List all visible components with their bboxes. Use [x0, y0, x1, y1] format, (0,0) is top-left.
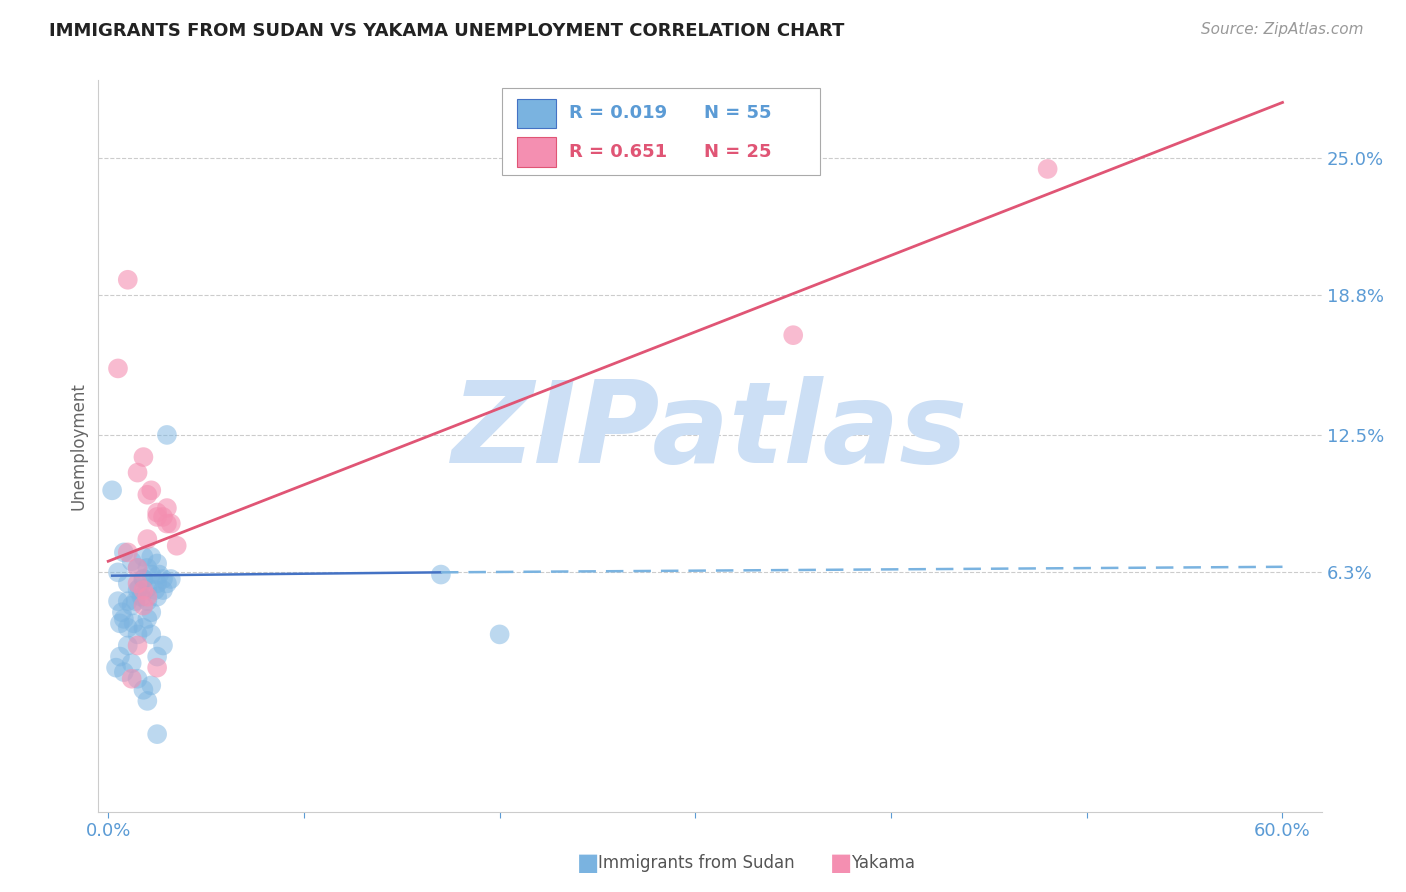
- Point: [1036, 161, 1059, 176]
- Point: [132, 572, 155, 586]
- Point: [136, 612, 159, 626]
- Point: [146, 576, 169, 591]
- Point: [132, 583, 155, 598]
- Point: [160, 572, 183, 586]
- Point: [101, 483, 124, 498]
- Point: [121, 672, 143, 686]
- Point: [141, 605, 163, 619]
- Point: [127, 576, 149, 591]
- Point: [146, 557, 169, 571]
- Point: [143, 583, 166, 598]
- Point: [132, 450, 155, 464]
- Point: [156, 428, 179, 442]
- Point: [107, 361, 129, 376]
- Point: [152, 639, 174, 653]
- Point: [107, 566, 129, 580]
- Point: [136, 594, 159, 608]
- FancyBboxPatch shape: [502, 87, 820, 176]
- Text: ZIPatlas: ZIPatlas: [451, 376, 969, 487]
- Text: ■: ■: [576, 852, 599, 875]
- Point: [148, 567, 170, 582]
- Point: [121, 657, 143, 671]
- Point: [127, 583, 149, 598]
- Point: [156, 576, 179, 591]
- Point: [132, 572, 155, 586]
- Point: [108, 616, 131, 631]
- Point: [136, 590, 159, 604]
- Bar: [517, 99, 555, 128]
- Point: [488, 627, 510, 641]
- Text: Yakama: Yakama: [851, 855, 915, 872]
- Point: [127, 639, 149, 653]
- Point: [122, 616, 145, 631]
- Point: [152, 572, 174, 586]
- Point: [156, 501, 179, 516]
- Point: [112, 612, 135, 626]
- Point: [146, 727, 169, 741]
- Point: [141, 627, 163, 641]
- Point: [111, 605, 134, 619]
- Point: [128, 581, 150, 595]
- Point: [136, 561, 159, 575]
- Y-axis label: Unemployment: Unemployment: [69, 382, 87, 510]
- Point: [117, 273, 139, 287]
- Point: [107, 594, 129, 608]
- Point: [117, 594, 139, 608]
- Text: ■: ■: [830, 852, 852, 875]
- Point: [146, 649, 169, 664]
- Point: [156, 516, 179, 531]
- Point: [132, 549, 155, 564]
- Point: [141, 483, 163, 498]
- Text: IMMIGRANTS FROM SUDAN VS YAKAMA UNEMPLOYMENT CORRELATION CHART: IMMIGRANTS FROM SUDAN VS YAKAMA UNEMPLOY…: [49, 22, 845, 40]
- Point: [136, 694, 159, 708]
- Text: R = 0.651: R = 0.651: [569, 143, 668, 161]
- Point: [141, 567, 163, 582]
- Point: [152, 583, 174, 598]
- Point: [124, 594, 146, 608]
- Point: [141, 678, 163, 692]
- Point: [152, 510, 174, 524]
- Text: Immigrants from Sudan: Immigrants from Sudan: [598, 855, 794, 872]
- Point: [132, 682, 155, 697]
- Point: [782, 328, 804, 343]
- Text: R = 0.019: R = 0.019: [569, 104, 668, 122]
- Point: [127, 561, 149, 575]
- Point: [117, 576, 139, 591]
- Point: [136, 532, 159, 546]
- Text: N = 25: N = 25: [704, 143, 772, 161]
- Point: [127, 466, 149, 480]
- Point: [136, 488, 159, 502]
- Point: [105, 660, 128, 674]
- Point: [117, 545, 139, 559]
- Point: [121, 554, 143, 568]
- Point: [127, 672, 149, 686]
- Point: [146, 590, 169, 604]
- Point: [166, 539, 188, 553]
- Point: [121, 599, 143, 613]
- Point: [141, 549, 163, 564]
- Point: [132, 621, 155, 635]
- Point: [127, 561, 149, 575]
- Point: [430, 567, 453, 582]
- Point: [146, 506, 169, 520]
- Point: [160, 516, 183, 531]
- Text: Source: ZipAtlas.com: Source: ZipAtlas.com: [1201, 22, 1364, 37]
- Text: N = 55: N = 55: [704, 104, 772, 122]
- Point: [132, 599, 155, 613]
- Point: [117, 639, 139, 653]
- Point: [112, 665, 135, 679]
- Point: [108, 649, 131, 664]
- Point: [146, 510, 169, 524]
- Bar: [517, 137, 555, 167]
- Point: [117, 621, 139, 635]
- Point: [127, 627, 149, 641]
- Point: [136, 581, 159, 595]
- Point: [146, 660, 169, 674]
- Point: [112, 545, 135, 559]
- Point: [131, 590, 153, 604]
